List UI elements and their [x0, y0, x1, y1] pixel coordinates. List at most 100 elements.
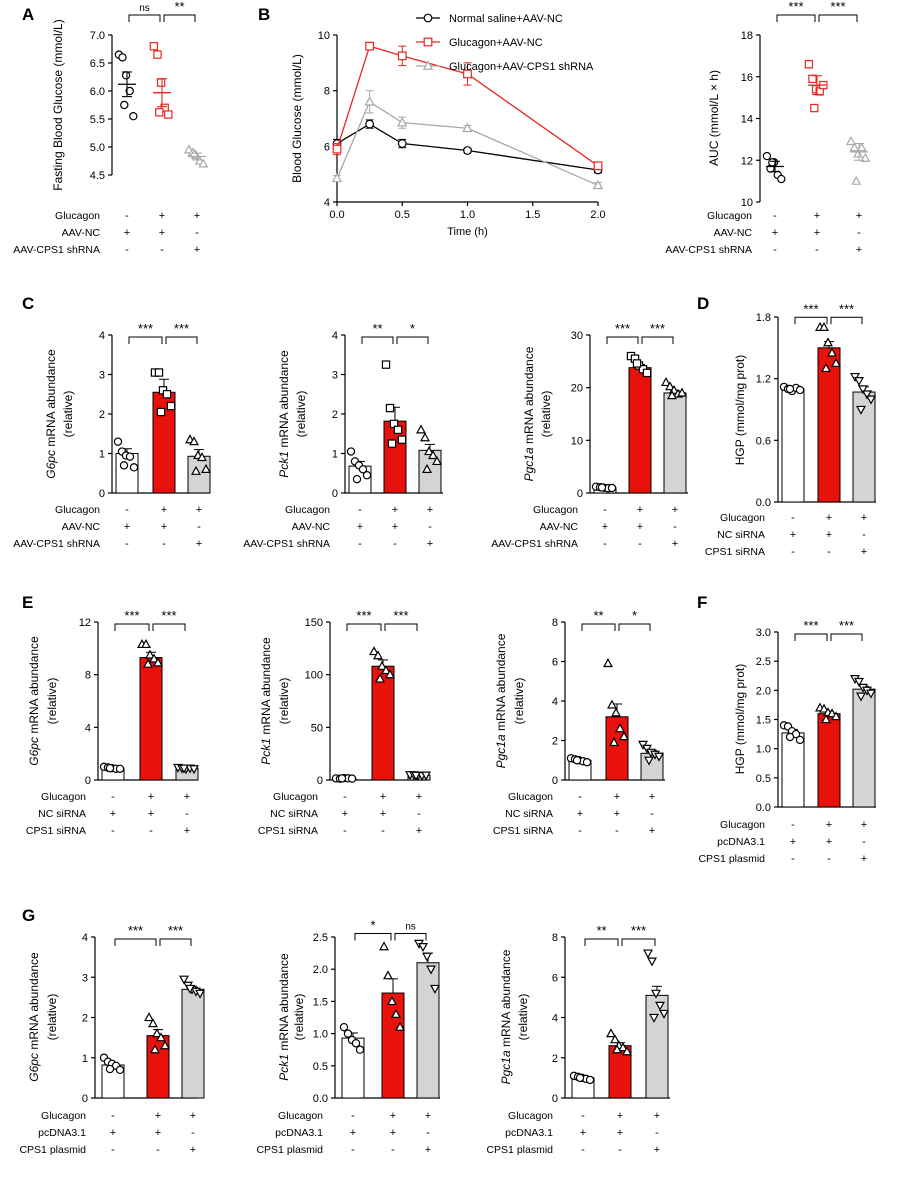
- panel-f-data-point: [819, 703, 829, 713]
- panel-c1-condition-mark: -: [125, 504, 129, 516]
- panel-b2-condition-label: AAV-NC: [714, 227, 753, 239]
- panel-g3-gene-name: Pgc1a: [499, 1050, 513, 1084]
- panel-f-y-tick-label: 2.0: [756, 685, 771, 697]
- panel-a-condition-mark: -: [160, 244, 164, 256]
- panel-g2-y-label: Pck1 mRNA abundance: [277, 953, 291, 1081]
- panel-f-condition-label: pcDNA3.1: [717, 836, 765, 848]
- panel-c1-y-label: G6pc mRNA abundance: [44, 349, 58, 479]
- panel-a-y-tick-label: 7.0: [90, 30, 105, 42]
- panel-c1-data-point: [156, 407, 166, 417]
- panel-b2-data-point: [762, 151, 772, 161]
- panel-g1-data-point: [179, 975, 189, 985]
- panel-b-x-label: Time (h): [447, 226, 488, 238]
- panel-e2-sig-label: ***: [356, 608, 371, 623]
- panel-e1-y-label: G6pc mRNA abundance: [27, 636, 41, 766]
- panel-b-x-tick-label: 2.0: [590, 209, 605, 221]
- panel-f-panel-label: F: [697, 593, 707, 612]
- panel-e3-y-tick-label: 6: [552, 657, 558, 669]
- panel-c3-condition-mark: +: [602, 521, 608, 533]
- panel-e3-condition-mark: +: [614, 808, 620, 820]
- panel-g3-data-point: [618, 1042, 628, 1052]
- panel-b-data-point: [364, 96, 375, 106]
- panel-a-y-tick-label: 5.0: [90, 142, 105, 154]
- panel-c2-sig-bracket: [361, 336, 394, 344]
- panel-d-data-point: [831, 357, 841, 367]
- panel-b-x-tick-label: 1.0: [460, 209, 475, 221]
- panel-e3-y-tick-label: 8: [552, 617, 558, 629]
- panel-e1-sig-label: ***: [124, 608, 139, 623]
- panel-b2-data-point: [849, 142, 860, 152]
- panel-e3-y-label: Pgc1a mRNA abundance: [494, 633, 508, 768]
- panel-b-data-point: [593, 161, 603, 171]
- panel-g2-data-point: [391, 1008, 401, 1018]
- panel-g1-data-point: [150, 1044, 160, 1054]
- panel-g2-data-point: [383, 970, 393, 980]
- panel-c1-sig-bracket: [165, 336, 198, 344]
- panel-f-data-point: [854, 677, 864, 687]
- panel-c1-condition-mark: -: [197, 521, 201, 533]
- panel-c3-sig-label: ***: [650, 321, 665, 336]
- panel-c3-y-tick-label: 0: [577, 488, 583, 500]
- panel-b-y-label: Blood Glucose (mmol/L): [290, 54, 304, 183]
- panel-b-legend-marker: [422, 60, 434, 70]
- panel-a-data-point: [155, 108, 164, 117]
- panel-d-sig-bracket: [830, 316, 863, 325]
- panel-g2-gene-name: Pck1: [277, 1054, 291, 1081]
- panel-f-data-point: [866, 689, 876, 699]
- panel-d-data-point: [856, 405, 866, 415]
- panel-b2-data-point: [856, 142, 867, 152]
- panel-e2-data-point: [373, 650, 383, 660]
- panel-e3-condition-label: CPS1 siRNA: [493, 825, 553, 837]
- panel-e2-y-label-2: (relative): [277, 678, 291, 725]
- panel-b2-data-point: [777, 174, 786, 184]
- panel-c3-y-tick-label: 10: [571, 435, 583, 447]
- panel-b2-y-label: AUC (mmol/L × h): [707, 70, 721, 166]
- panel-c2-y-tick-label: 0: [332, 488, 338, 500]
- panel-c3-sig-bracket: [641, 336, 674, 344]
- panel-d-condition-label: NC siRNA: [717, 529, 765, 541]
- panel-g3-data-point: [606, 1028, 616, 1038]
- panel-g2-sig-label: *: [370, 917, 375, 932]
- panel-c2-y-label-2: (relative): [294, 391, 308, 438]
- panel-g3-data-point: [575, 1073, 585, 1083]
- panel-c1-data-point: [113, 437, 123, 446]
- panel-e3-condition-label: NC siRNA: [505, 808, 553, 820]
- panel-g1-y-label-2: (relative): [45, 994, 59, 1041]
- panel-g1-y-label: G6pc mRNA abundance: [27, 952, 41, 1082]
- panel-g1-condition-mark: -: [156, 1144, 160, 1156]
- panel-a-y-label: Fasting Blood Glucose (mmol/L): [51, 19, 65, 190]
- panel-g2-condition-mark: +: [390, 1110, 396, 1122]
- panel-g2-condition-mark: -: [351, 1110, 355, 1122]
- panel-f-bar: [852, 688, 876, 808]
- panel-g2-data-point: [343, 1029, 353, 1038]
- panel-e2-data-point: [411, 771, 421, 781]
- panel-c1-data-point: [162, 390, 172, 399]
- panel-g1-data-point: [105, 1064, 115, 1074]
- panel-f-y-tick-label: 2.5: [756, 656, 771, 668]
- panel-c2-sig-label: **: [372, 321, 382, 336]
- panel-g2-condition-mark: +: [425, 1144, 431, 1156]
- panel-e1-data-point: [115, 764, 125, 774]
- panel-a-data-point: [198, 158, 209, 168]
- panel-g2-y-tick-label: 0.5: [313, 1061, 328, 1073]
- panel-f-bar: [817, 713, 841, 808]
- panel-d-condition-mark: -: [827, 546, 831, 558]
- panel-c3-y-label: Pgc1a mRNA abundance: [522, 346, 536, 481]
- panel-b2-condition-mark: +: [856, 210, 862, 222]
- panel-e2-data-point: [381, 665, 391, 675]
- panel-b2-data-point: [808, 74, 817, 84]
- panel-e3-y-tick-label: 4: [552, 696, 558, 708]
- panel-g2-y-tick-label: 1.5: [313, 996, 328, 1008]
- panel-e3-y-label-text: mRNA abundance: [494, 633, 508, 734]
- panel-b2-y-tick-label: 10: [741, 197, 753, 209]
- panel-d-data-point: [795, 385, 805, 395]
- panel-e3-sig-label: *: [632, 608, 637, 623]
- panel-e2-data-point: [369, 646, 379, 656]
- panel-c1-y-tick-label: 2: [99, 409, 105, 421]
- panel-f-data-point: [856, 692, 866, 702]
- panel-e2-sig-bracket: [346, 623, 382, 631]
- panel-f-condition-label: CPS1 plasmid: [698, 853, 765, 865]
- panel-e1-data-point: [153, 657, 163, 667]
- panel-e1-y-tick-label: 0: [85, 775, 91, 787]
- panel-e3-condition-mark: +: [649, 825, 655, 837]
